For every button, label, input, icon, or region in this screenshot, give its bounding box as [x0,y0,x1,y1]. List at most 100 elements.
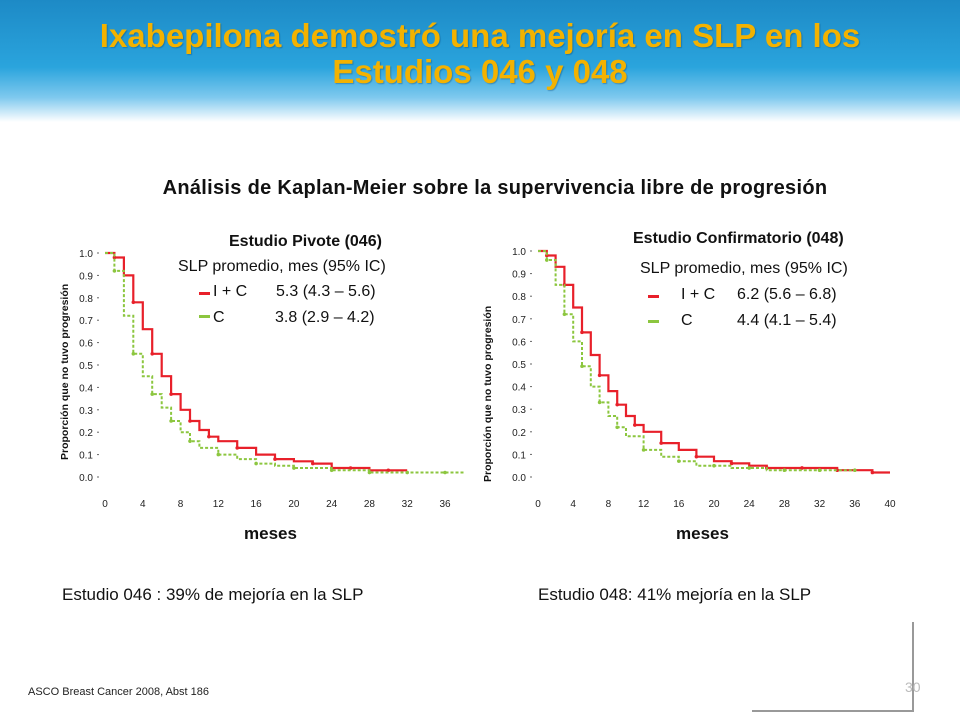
chart-046-ytick-label: 0.0 [79,473,93,484]
chart-046-legend-swatch-c [199,315,210,318]
slide-subtitle: Análisis de Kaplan-Meier sobre la superv… [162,177,828,199]
chart-048-title: Estudio Confirmatorio (048) [633,230,844,247]
chart-046-xtick-label: 12 [213,499,225,510]
chart-048-point-ic [633,423,637,427]
chart-048-legend-swatch-c [648,320,659,323]
chart-048: 0.0 0.1 0.2 0.3 0.4 0.5 0.6 0.7 0.8 0.9 1.0 0 4 8 12 16… [480,220,910,543]
chart-048-xtick-label: 28 [779,499,791,510]
page-number-box [752,622,914,712]
chart-046-point-c [169,419,173,423]
chart-048-ytick-label: 0.6 [512,337,526,348]
chart-048-xtick-label: 40 [884,499,896,510]
chart-048-point-ic [597,373,602,378]
chart-048-xtick-label: 36 [849,499,861,510]
chart-048-xtick-label: 8 [606,499,612,510]
chart-048-plot: 0.0 0.1 0.2 0.3 0.4 0.5 0.6 0.7 0.8 0.9 1.0 0 4 8 12 16… [512,247,896,510]
chart-046-xtick-label: 8 [178,499,184,510]
chart-046-legend-swatch-ic [199,292,210,295]
chart-046-point-c [254,461,258,466]
chart-048-point-c [580,364,584,369]
chart-046-series-ic [105,251,408,472]
chart-046-point-ic [273,457,277,461]
chart-046-point-ic [150,352,155,356]
chart-046-point-c [188,439,192,443]
chart-048-ytick-label: 0.9 [512,270,526,281]
chart-046-ytick-label: 0.3 [79,406,93,417]
chart-048-series-ic [538,249,890,474]
chart-046: 0.0 0.1 0.2 0.3 0.4 0.5 0.6 0.7 0.8 0.9 1.0 0 4 8 12 16… [55,220,465,543]
chart-048-xtick-label: 32 [814,499,826,510]
chart-048-legend-label-c: C [681,312,693,329]
chart-046-xtick-label: 24 [326,499,338,510]
chart-046-point-c [329,468,334,473]
chart-048-xtick-label: 20 [708,499,720,510]
chart-048-point-c [545,258,549,262]
reference-text: ASCO Breast Cancer 2008, Abst 186 [28,686,209,698]
chart-046-point-ic [310,461,315,466]
chart-048-point-ic [580,330,584,335]
page-number: 30 [905,679,921,695]
chart-048-xtick-label: 16 [673,499,685,510]
chart-048-point-ic [800,466,804,470]
chart-048-ytick-label: 0.8 [512,292,526,303]
chart-046-ytick-label: 0.8 [79,294,93,305]
result-046: Estudio 046 : 39% de mejoría en la SLP [62,585,364,604]
chart-048-point-c [597,400,602,405]
chart-048-point-c [782,468,787,473]
chart-048-point-c [853,468,857,473]
chart-046-point-c [112,269,117,273]
chart-048-ylabel: Proporción que no tuvo progresión [482,305,494,482]
chart-048-xtick-label: 24 [744,499,756,510]
chart-046-point-c [443,470,447,475]
chart-048-point-c [817,468,822,473]
chart-048-legend-label-ic: I + C [681,286,716,303]
chart-046-xtick-label: 28 [364,499,376,510]
chart-048-ytick-label: 0.3 [512,405,526,416]
chart-048-ytick-label: 0.1 [512,450,526,461]
chart-046-ylabel: Proporción que no tuvo progresión [59,283,71,460]
chart-046-legend-header: SLP promedio, mes (95% IC) [178,258,386,275]
chart-046-ytick-label: 0.9 [79,271,93,282]
chart-048-legend-header: SLP promedio, mes (95% IC) [640,260,848,277]
chart-048-xtick-label: 4 [570,499,576,510]
chart-046-legend-label-c: C [213,309,225,326]
chart-046-point-c [367,470,372,475]
chart-048-point-ic [729,461,734,466]
chart-046-ytick-label: 0.1 [79,451,93,462]
chart-048-point-ic [659,441,663,445]
chart-046-point-ic [386,468,391,473]
chart-046-xtick-label: 16 [251,499,263,510]
slide-header [0,0,960,122]
chart-046-point-ic [131,300,136,305]
chart-048-point-ic [615,402,619,407]
chart-046-point-c [131,352,136,356]
chart-046-xtick-label: 0 [102,499,108,510]
result-048: Estudio 048: 41% mejoría en la SLP [538,585,812,604]
chart-046-point-ic [348,466,353,470]
chart-046-series-c [105,252,464,474]
chart-048-ytick-label: 0.0 [512,473,526,484]
chart-048-ytick-label: 0.7 [512,315,526,326]
chart-046-point-ic [207,434,211,439]
chart-048-series-c [538,250,855,472]
chart-046-ytick-label: 1.0 [79,249,93,260]
chart-048-point-c [641,448,646,452]
chart-046-ytick-label: 0.6 [79,339,93,350]
chart-046-xtick-label: 20 [288,499,300,510]
chart-046-plot: 0.0 0.1 0.2 0.3 0.4 0.5 0.6 0.7 0.8 0.9 1.0 0 4 8 12 16… [79,249,464,510]
chart-048-ytick-label: 1.0 [512,247,526,258]
chart-048-point-c [747,466,751,470]
chart-046-point-ic [235,446,240,450]
chart-046-title: Estudio Pivote (046) [229,233,382,250]
chart-048-legend-value-ic: 6.2 (5.6 – 6.8) [737,286,837,303]
chart-048-ytick-label: 0.2 [512,428,526,439]
chart-048-ytick-label: 0.4 [512,383,526,394]
chart-048-xtick-label: 0 [535,499,541,510]
chart-046-xtick-label: 36 [439,499,451,510]
chart-046-point-c [216,452,221,457]
title-line-2: Estudios 046 y 048 [332,53,628,90]
chart-046-point-ic [188,419,192,423]
chart-048-xlabel: meses [676,524,729,543]
chart-048-ytick-label: 0.5 [512,360,526,371]
chart-046-point-c [405,470,410,475]
